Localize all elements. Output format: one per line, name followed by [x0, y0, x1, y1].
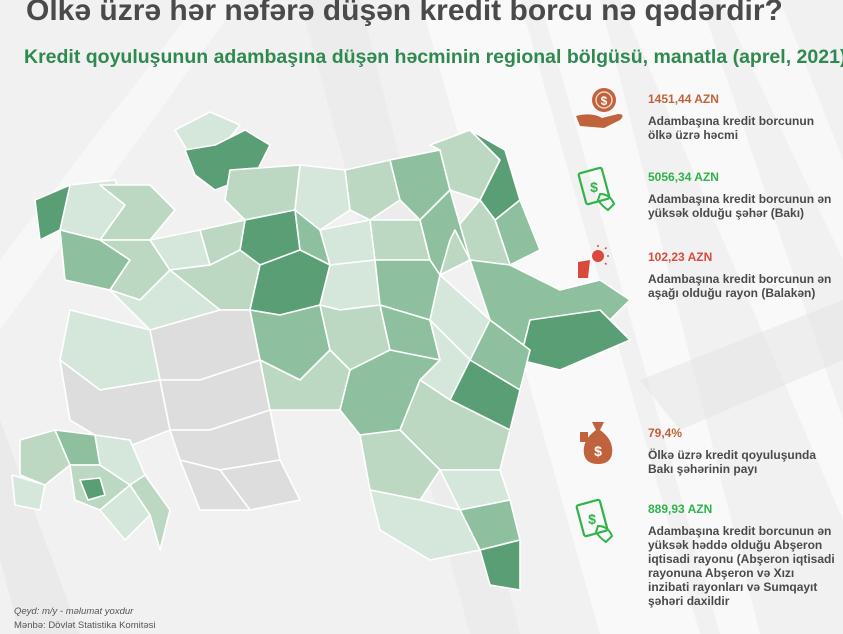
stat-label: Adambaşına kredit borcunun ölkə üzrə həc… — [648, 114, 815, 142]
map-region-sharur — [19, 429, 71, 486]
map-region-ujar — [319, 219, 376, 266]
svg-text:$: $ — [588, 511, 596, 527]
map-region-oguz — [294, 164, 351, 231]
money-bag-icon: $ — [580, 422, 613, 464]
stat-value: 5056,34 AZN — [648, 170, 719, 184]
stat-balakan-lowest: 102,23 AZN Adambaşına kredit borcunun ən… — [648, 250, 838, 300]
stat-label: Adambaşına kredit borcunun ən yüksək həd… — [648, 524, 835, 608]
page-title: Ölkə üzrə hər nəfərə düşən kredit borcu … — [26, 0, 783, 27]
stat-value: 79,4% — [648, 426, 683, 440]
low-hand-icon — [578, 245, 609, 278]
coin-hand-icon: $ — [576, 88, 623, 128]
map-region-ordubad — [129, 474, 171, 551]
source-note: Mənbə: Dövlət Statistika Komitəsi — [14, 620, 156, 631]
azerbaijan-region-map — [11, 111, 631, 591]
stat-baku-share: 79,4% Ölkə üzrə kredit qoyuluşunda Bakı … — [648, 426, 838, 476]
stat-label: Ölkə üzrə kredit qoyuluşunda Bakı şəhəri… — [648, 448, 817, 476]
map-region-qubadli — [179, 459, 251, 511]
svg-text:$: $ — [590, 179, 598, 195]
legend-note: Qeyd: m/y - məlumat yoxdur — [14, 606, 134, 617]
stat-label: Adambaşına kredit borcunun ən yüksək old… — [648, 192, 832, 220]
cash-hand-icon: $ — [577, 166, 616, 212]
map-region-baku — [519, 309, 631, 371]
map-region-yardimli — [359, 429, 441, 501]
cash-hand-icon: $ — [575, 498, 614, 544]
svg-text:$: $ — [594, 443, 602, 459]
map-region-astara — [479, 539, 521, 591]
stat-absheron-highest: 889,93 AZN Adambaşına kredit borcunun ən… — [648, 502, 838, 608]
page-subtitle: Kredit qoyuluşunun adambaşına düşən həcm… — [24, 46, 843, 68]
stat-label: Adambaşına kredit borcunun ən aşağı oldu… — [648, 272, 832, 300]
svg-text:$: $ — [601, 94, 608, 108]
stat-country-total: 1451,44 AZN Adambaşına kredit borcunun ö… — [648, 92, 838, 142]
stat-value: 889,93 AZN — [648, 502, 713, 516]
map-region-nakhchivan-city — [79, 477, 106, 501]
stat-value: 1451,44 AZN — [648, 92, 719, 106]
stat-value: 102,23 AZN — [648, 250, 713, 264]
map-region-qabala — [344, 159, 401, 221]
map-region-kurdamir — [319, 259, 381, 311]
map-region-sadarak — [11, 474, 46, 511]
stat-baku-highest: 5056,34 AZN Adambaşına kredit borcunun ə… — [648, 170, 838, 220]
